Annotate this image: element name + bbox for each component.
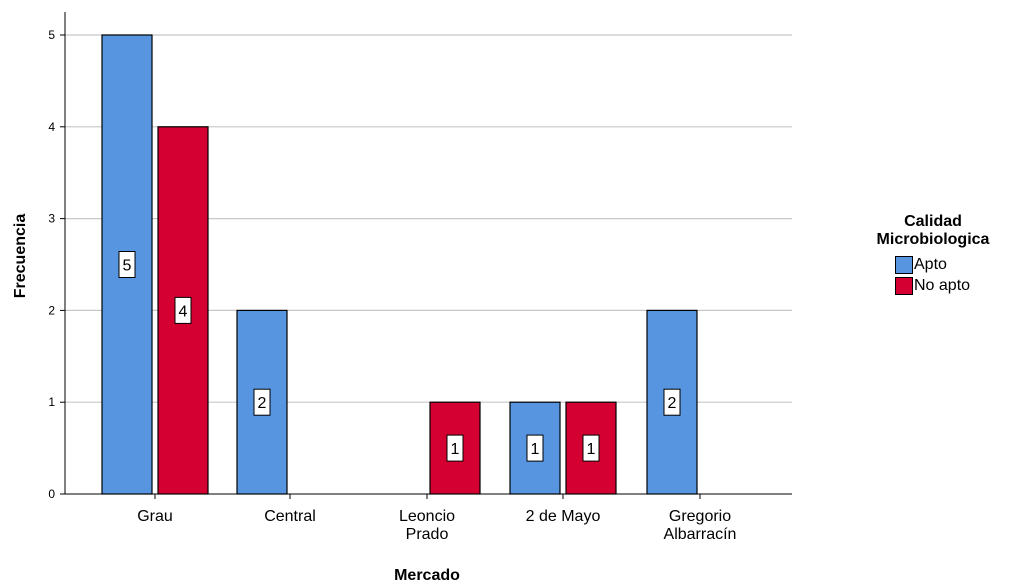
x-tick-label: Leoncio Prado bbox=[399, 508, 455, 543]
legend-label-no-apto: No apto bbox=[914, 276, 971, 294]
y-tick-label: 2 bbox=[48, 303, 55, 317]
x-tick-label: 2 de Mayo bbox=[526, 508, 601, 525]
data-label: 2 bbox=[668, 395, 677, 412]
legend-label-apto: Apto bbox=[914, 255, 947, 273]
data-label: 1 bbox=[451, 441, 460, 458]
legend-title-line-1: Calidad bbox=[904, 213, 962, 230]
y-tick-label: 0 bbox=[48, 487, 55, 501]
data-label-box bbox=[118, 251, 136, 278]
data-label: 2 bbox=[258, 395, 267, 412]
data-label-box bbox=[253, 388, 271, 416]
data-label: 4 bbox=[179, 303, 188, 320]
legend-swatch-apto bbox=[895, 255, 913, 274]
legend-swatch-no-apto bbox=[895, 276, 913, 295]
x-tick-label: Central bbox=[264, 508, 316, 525]
y-tick-label: 4 bbox=[48, 120, 55, 134]
y-axis-title: Frecuencia bbox=[12, 214, 29, 299]
legend-title: Calidad Microbiologica bbox=[858, 213, 1008, 249]
legend-item-no-apto: No apto bbox=[858, 276, 1016, 295]
data-label-box bbox=[582, 434, 600, 462]
legend: Calidad Microbiologica Apto No apto bbox=[858, 213, 1016, 295]
x-tick-label: Grau bbox=[137, 508, 173, 525]
bars bbox=[101, 34, 698, 495]
x-axis-title: Mercado bbox=[394, 567, 460, 584]
data-label: 1 bbox=[531, 441, 540, 458]
legend-item-apto: Apto bbox=[858, 255, 1016, 274]
data-label: 1 bbox=[587, 441, 596, 458]
y-tick-label: 5 bbox=[48, 28, 55, 42]
data-label-box bbox=[446, 434, 464, 462]
y-tick-label: 1 bbox=[48, 395, 55, 409]
y-tick-label: 3 bbox=[48, 212, 55, 226]
data-label-box bbox=[526, 434, 544, 462]
data-label: 5 bbox=[123, 258, 132, 275]
legend-title-line-2: Microbiologica bbox=[876, 231, 990, 248]
data-label-box bbox=[663, 388, 681, 416]
data-labels: 5 4 2 1 1 1 2 bbox=[118, 251, 681, 462]
data-label-box bbox=[174, 296, 192, 324]
axes: 0 1 2 3 4 5 Grau Central Leoncio Prado 2 de Mayo Gr… bbox=[48, 12, 792, 543]
x-tick-label: Gregorio Albarracín bbox=[664, 508, 737, 543]
